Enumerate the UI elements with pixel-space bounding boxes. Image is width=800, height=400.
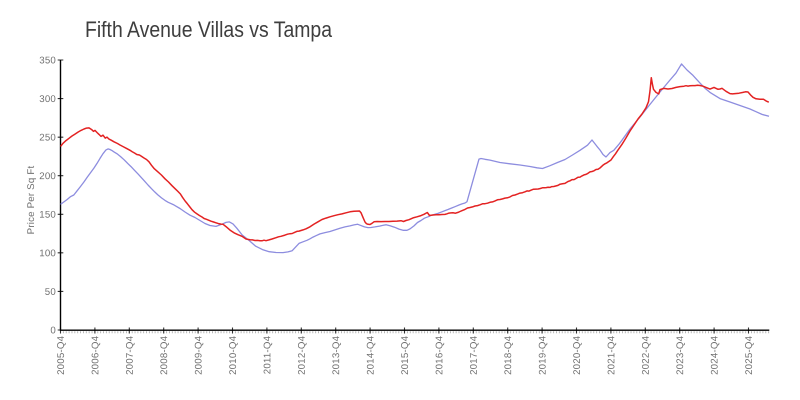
svg-text:2005-Q4: 2005-Q4 xyxy=(56,335,67,375)
svg-text:2021-Q4: 2021-Q4 xyxy=(606,335,617,375)
svg-text:150: 150 xyxy=(39,210,56,221)
svg-text:2012-Q4: 2012-Q4 xyxy=(297,335,308,375)
svg-text:2024-Q4: 2024-Q4 xyxy=(709,335,720,375)
svg-text:2007-Q4: 2007-Q4 xyxy=(125,335,136,375)
svg-text:2022-Q4: 2022-Q4 xyxy=(641,335,652,375)
svg-text:2020-Q4: 2020-Q4 xyxy=(572,335,583,375)
svg-text:Fifth Avenue Villas vs Tampa: Fifth Avenue Villas vs Tampa xyxy=(85,17,333,42)
svg-text:2017-Q4: 2017-Q4 xyxy=(469,335,480,375)
svg-text:250: 250 xyxy=(39,133,56,144)
svg-text:2015-Q4: 2015-Q4 xyxy=(400,335,411,375)
svg-text:2013-Q4: 2013-Q4 xyxy=(331,335,342,375)
svg-text:Price Per Sq Ft: Price Per Sq Ft xyxy=(26,166,37,235)
svg-text:2011-Q4: 2011-Q4 xyxy=(262,335,273,374)
svg-text:2019-Q4: 2019-Q4 xyxy=(537,335,548,375)
svg-text:2016-Q4: 2016-Q4 xyxy=(434,335,445,375)
svg-text:300: 300 xyxy=(39,94,56,105)
svg-text:200: 200 xyxy=(39,171,56,182)
svg-text:350: 350 xyxy=(39,55,56,66)
svg-text:2006-Q4: 2006-Q4 xyxy=(90,335,101,375)
svg-text:2010-Q4: 2010-Q4 xyxy=(228,335,239,375)
svg-text:0: 0 xyxy=(50,325,56,336)
svg-text:2008-Q4: 2008-Q4 xyxy=(159,335,170,375)
svg-text:50: 50 xyxy=(45,287,57,298)
svg-text:2014-Q4: 2014-Q4 xyxy=(365,335,376,375)
svg-text:2018-Q4: 2018-Q4 xyxy=(503,335,514,375)
svg-text:2023-Q4: 2023-Q4 xyxy=(675,335,686,375)
svg-text:2009-Q4: 2009-Q4 xyxy=(193,335,204,375)
svg-text:2025-Q4: 2025-Q4 xyxy=(744,335,755,375)
svg-text:100: 100 xyxy=(39,248,56,259)
